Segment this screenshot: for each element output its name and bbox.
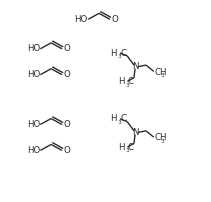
Text: H: H xyxy=(110,48,117,58)
Text: O: O xyxy=(63,70,70,79)
Text: 3: 3 xyxy=(118,120,121,125)
Text: N: N xyxy=(133,128,139,137)
Text: H: H xyxy=(118,77,124,86)
Text: HO: HO xyxy=(27,70,40,79)
Text: 3: 3 xyxy=(125,148,129,153)
Text: HO: HO xyxy=(27,120,40,129)
Text: HO: HO xyxy=(27,146,40,155)
Text: H: H xyxy=(118,143,124,152)
Text: C: C xyxy=(127,77,134,86)
Text: HO: HO xyxy=(74,15,88,24)
Text: CH: CH xyxy=(155,134,167,142)
Text: C: C xyxy=(120,48,126,58)
Text: 3: 3 xyxy=(161,139,165,144)
Text: O: O xyxy=(111,15,118,24)
Text: HO: HO xyxy=(27,44,40,53)
Text: C: C xyxy=(120,114,126,123)
Text: O: O xyxy=(63,146,70,155)
Text: C: C xyxy=(127,143,134,152)
Text: O: O xyxy=(63,44,70,53)
Text: H: H xyxy=(110,114,117,123)
Text: N: N xyxy=(133,62,139,71)
Text: O: O xyxy=(63,120,70,129)
Text: 3: 3 xyxy=(161,73,165,78)
Text: 3: 3 xyxy=(125,83,129,88)
Text: 3: 3 xyxy=(118,54,121,59)
Text: CH: CH xyxy=(155,68,167,77)
